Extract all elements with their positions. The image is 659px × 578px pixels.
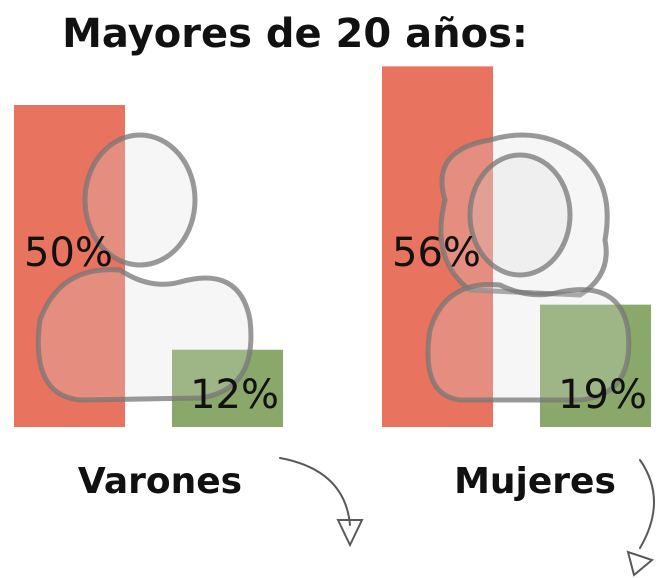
- data-label: 12%: [190, 372, 279, 418]
- arrow: [280, 458, 362, 545]
- data-label: 56%: [392, 230, 481, 276]
- data-label: 19%: [558, 372, 647, 418]
- arrow: [628, 460, 654, 575]
- chart: Mayores de 20 años: 50% 56% 12% 19% Varones M…: [0, 0, 659, 578]
- data-label: 50%: [24, 230, 113, 276]
- chart-title: Mayores de 20 años:: [62, 11, 528, 57]
- category-label: Mujeres: [454, 461, 616, 502]
- category-label: Varones: [78, 461, 242, 502]
